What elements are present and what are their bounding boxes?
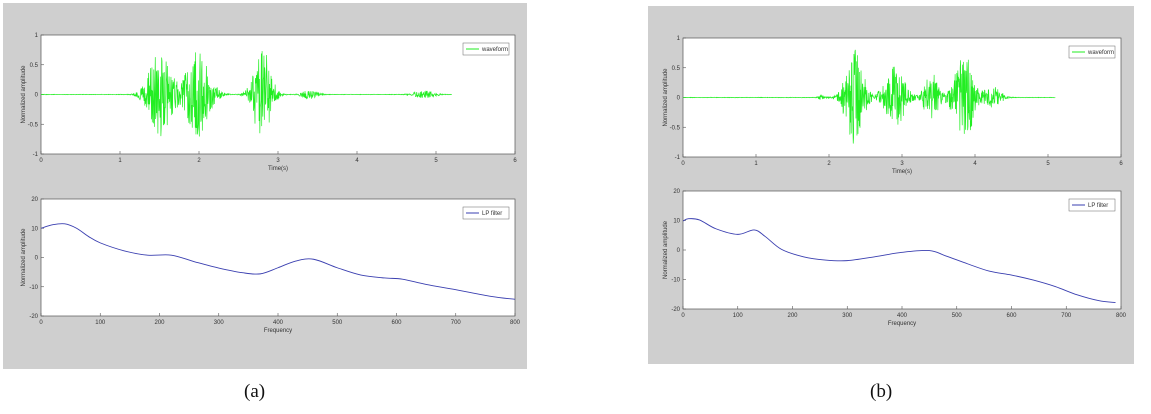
x-tick-label: 800 — [510, 320, 521, 326]
lp-filter-series — [682, 218, 1116, 303]
figure-panel-a: 0 1 2 3 4 5 6 1 0.5 0 -0.5 -1 Time(s) Normalized ampl… — [3, 3, 527, 369]
x-tick-label: 2 — [197, 158, 201, 164]
x-tick-label: 0 — [681, 313, 685, 319]
x-tick-label: 300 — [214, 320, 225, 326]
x-tick-label: 3 — [276, 158, 280, 164]
legend: LP filter — [462, 206, 510, 220]
y-tick-label: -10 — [671, 278, 680, 284]
legend-label: LP filter — [482, 211, 502, 217]
caption-b: (b) — [870, 381, 893, 402]
x-tick-label: 100 — [95, 320, 106, 326]
legend-box — [1068, 45, 1116, 59]
y-tick-label: 0 — [35, 256, 39, 262]
waveform-series — [683, 49, 1056, 144]
chart-2: 0 1 2 3 4 5 6 1 0.5 0 -0.5 -1 Time(s) Normalized ampl… — [663, 36, 1123, 175]
y-tick-label: -1 — [675, 155, 681, 161]
legend-label: waveform — [1087, 50, 1114, 56]
x-tick-label: 6 — [1119, 161, 1123, 167]
y-tick-label: 0.5 — [30, 63, 39, 69]
y-tick-label: 0.5 — [672, 66, 681, 72]
x-tick-label: 5 — [1046, 161, 1050, 167]
legend: LP filter — [1068, 198, 1116, 212]
x-tick-label: 2 — [827, 161, 831, 167]
x-axis-label: Time(s) — [268, 166, 288, 172]
lp-filter-series — [40, 223, 516, 300]
x-tick-label: 700 — [451, 320, 462, 326]
y-tick-label: -10 — [29, 285, 38, 291]
caption-a: (a) — [244, 381, 266, 402]
y-tick-label: -0.5 — [670, 125, 681, 131]
chart-3: 0 100 200 300 400 500 600 700 80020100-10-20Freq… — [663, 189, 1127, 327]
x-tick-label: 4 — [355, 158, 359, 164]
figure-b-svg: 0 1 2 3 4 5 6 1 0.5 0 -0.5 -1 Time(s) Normalized ampl… — [663, 36, 1127, 327]
y-tick-label: -20 — [671, 307, 680, 313]
x-axis-label: Time(s) — [892, 169, 912, 175]
x-tick-label: 700 — [1061, 313, 1072, 319]
y-tick-label: -20 — [29, 314, 38, 320]
legend-box — [462, 42, 510, 56]
x-axis-label: Frequency — [888, 321, 916, 327]
y-tick-label: -0.5 — [28, 122, 39, 128]
legend-label: LP filter — [1088, 203, 1108, 209]
x-tick-label: 6 — [513, 158, 517, 164]
plot-area — [682, 190, 1122, 310]
x-tick-label: 1 — [118, 158, 122, 164]
x-tick-label: 200 — [787, 313, 798, 319]
y-tick-label: 20 — [31, 197, 38, 203]
chart-1: 0 100 200 300 400 500 600 700 80020100-10-20Freq… — [21, 197, 521, 334]
y-axis-label: Normalized amplitude — [663, 220, 669, 279]
plot-area — [40, 198, 516, 317]
figure-a-svg: 0 1 2 3 4 5 6 1 0.5 0 -0.5 -1 Time(s) Normalized ampl… — [21, 33, 521, 334]
y-tick-label: 0 — [677, 248, 681, 254]
x-axis-label: Frequency — [264, 328, 292, 334]
y-axis-label: Normalized amplitude — [21, 65, 27, 124]
x-tick-label: 100 — [733, 313, 744, 319]
y-tick-label: 0 — [677, 96, 681, 102]
y-tick-label: 1 — [35, 33, 39, 39]
x-tick-label: 600 — [391, 320, 402, 326]
legend-label: waveform — [481, 47, 508, 53]
x-tick-label: 0 — [681, 161, 685, 167]
legend-box — [1068, 198, 1116, 212]
x-tick-label: 200 — [154, 320, 165, 326]
x-tick-label: 5 — [434, 158, 438, 164]
y-tick-label: 10 — [673, 219, 680, 225]
waveform-series — [40, 51, 452, 137]
x-tick-label: 600 — [1006, 313, 1017, 319]
x-tick-label: 400 — [897, 313, 908, 319]
y-tick-label: 0 — [35, 93, 39, 99]
y-tick-label: 1 — [677, 36, 681, 42]
chart-0: 0 1 2 3 4 5 6 1 0.5 0 -0.5 -1 Time(s) Normalized ampl… — [21, 33, 517, 172]
x-tick-label: 0 — [39, 320, 43, 326]
x-tick-label: 0 — [39, 158, 43, 164]
legend: waveform — [462, 42, 510, 56]
figure-panel-b: 0 1 2 3 4 5 6 1 0.5 0 -0.5 -1 Time(s) Normalized ampl… — [648, 6, 1134, 364]
x-tick-label: 800 — [1116, 313, 1127, 319]
x-tick-label: 500 — [332, 320, 343, 326]
x-tick-label: 300 — [842, 313, 853, 319]
y-axis-label: Normalized amplitude — [663, 68, 669, 127]
y-tick-label: -1 — [33, 152, 39, 158]
x-tick-label: 1 — [754, 161, 758, 167]
x-tick-label: 3 — [900, 161, 904, 167]
y-axis-label: Normalized amplitude — [21, 228, 27, 287]
legend: waveform — [1068, 45, 1116, 59]
y-tick-label: 20 — [673, 189, 680, 195]
x-tick-label: 500 — [952, 313, 963, 319]
x-tick-label: 400 — [273, 320, 284, 326]
legend-box — [462, 206, 510, 220]
x-tick-label: 4 — [973, 161, 977, 167]
y-tick-label: 10 — [31, 226, 38, 232]
